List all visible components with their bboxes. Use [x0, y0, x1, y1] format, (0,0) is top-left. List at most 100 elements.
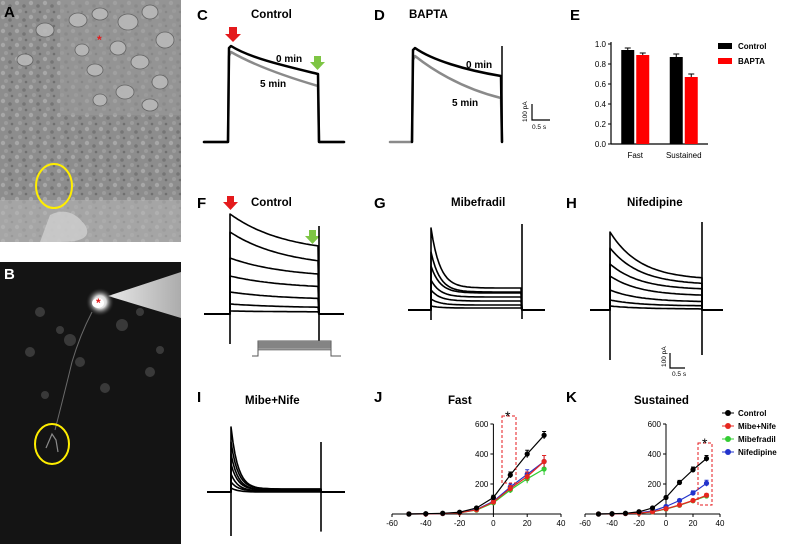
current-trace: [204, 257, 344, 315]
panel-f-control-family: F Control: [197, 195, 344, 357]
x-tick-label: -20: [454, 519, 466, 528]
panel-h-title: Nifedipine: [627, 197, 683, 209]
y-tick-label: 200: [648, 480, 662, 489]
current-trace: [590, 275, 723, 311]
trace-5min-bapta: [388, 54, 504, 144]
panel-label-i: I: [197, 389, 201, 406]
significance-star-k: *: [702, 435, 708, 451]
data-point: [595, 511, 602, 517]
voltage-protocol: [252, 340, 341, 357]
legend-swatch-control: [718, 43, 732, 49]
current-trace: [204, 213, 344, 315]
panel-g-mibefradil-family: G Mibefradil: [374, 195, 545, 320]
current-trace: [207, 481, 345, 493]
x-tick-label: 40: [716, 519, 725, 528]
panel-h-nifedipine-family: H Nifedipine 100 pA 0.5 s: [566, 195, 723, 378]
y-tick-label: 400: [475, 450, 489, 459]
data-point: [541, 466, 547, 472]
panel-label-b: B: [4, 266, 15, 283]
data-point: [490, 499, 496, 505]
chart-j-plot: -60 -40 -20 0 20 40 200 400 600: [386, 420, 566, 528]
data-point: [473, 505, 480, 511]
data-point: [663, 494, 669, 501]
current-trace: [590, 289, 723, 311]
data-point: [609, 511, 615, 517]
data-point: [636, 509, 642, 515]
panel-a-dic-image: * A: [0, 0, 181, 242]
current-trace: [590, 299, 723, 311]
label-0min-bapta: 0 min: [466, 60, 492, 71]
x-tick-label: -40: [606, 519, 618, 528]
trace-0min: [202, 44, 346, 144]
y-tick-label: 0.2: [595, 120, 607, 129]
data-point: [622, 510, 629, 516]
data-point: [423, 511, 429, 517]
x-tick-label: -40: [420, 519, 432, 528]
panel-g-title: Mibefradil: [451, 197, 505, 209]
panel-j-title: Fast: [448, 395, 472, 407]
current-trace: [408, 298, 545, 311]
y-tick-label: 600: [475, 420, 489, 429]
data-point: [690, 497, 696, 504]
y-tick-label: 0.6: [595, 80, 607, 89]
yellow-circle-marker: [35, 163, 73, 209]
x-tick-label: 20: [523, 519, 532, 528]
y-tick-label: 1.0: [595, 40, 607, 49]
legend-label-control: Control: [738, 42, 766, 51]
panel-label-c: C: [197, 7, 208, 24]
current-trace: [204, 291, 344, 315]
scale-bar-1-y: 100 pA: [522, 101, 529, 122]
chart-k-legend: Control Mibe+Nife Mibefradil Nifedipine: [722, 409, 777, 457]
current-trace: [408, 265, 545, 311]
yellow-circle-marker-b: [34, 423, 70, 465]
legend-label-nifedipine: Nifedipine: [738, 448, 777, 457]
y-tick-label: 0.0: [595, 140, 607, 149]
red-arrow-icon: [225, 27, 241, 42]
panel-k-title: Sustained: [634, 395, 689, 407]
data-point: [703, 480, 710, 486]
current-trace: [207, 453, 345, 493]
x-tick-label: -60: [386, 519, 398, 528]
x-tick-label: 0: [491, 519, 496, 528]
current-trace: [590, 247, 723, 311]
panel-i-title: Mibe+Nife: [245, 395, 300, 407]
green-arrow-icon: [310, 56, 325, 70]
panel-label-j: J: [374, 389, 382, 406]
current-trace: [408, 251, 545, 311]
data-point: [690, 490, 696, 496]
label-5min: 5 min: [260, 79, 286, 90]
data-point: [676, 502, 683, 508]
scale-bar-2: [669, 353, 685, 369]
bar-control-fast: [621, 50, 635, 144]
x-tick-label: -20: [633, 519, 645, 528]
legend-marker-control: [725, 410, 731, 416]
current-trace: [408, 289, 545, 311]
scale-bar-1: [531, 104, 550, 121]
scale-bar-1-x: 0.5 s: [532, 124, 547, 131]
panel-label-d: D: [374, 7, 385, 24]
y-tick-label: 600: [648, 420, 662, 429]
trace-family-f: [204, 213, 344, 344]
x-tick-label: 20: [689, 519, 698, 528]
data-point: [703, 455, 710, 462]
legend-marker-nifedipine: [725, 449, 731, 455]
data-point: [690, 467, 696, 473]
panel-c-title: Control: [251, 9, 292, 21]
bar-control-sustained: [669, 57, 683, 144]
data-point: [507, 485, 513, 492]
current-trace: [408, 227, 545, 311]
current-trace: [207, 441, 345, 493]
current-trace: [408, 305, 545, 311]
chart-e-plot: 0.0 0.2 0.4 0.6 0.8 1.0 Fast Sustained: [595, 40, 708, 160]
highlight-box-k: [697, 442, 713, 506]
red-arrow-icon-f: [223, 196, 238, 210]
trace-family-h: [590, 222, 723, 360]
data-point: [541, 458, 547, 465]
data-point: [541, 432, 547, 438]
highlight-box-j: [501, 415, 517, 484]
current-trace: [590, 231, 723, 311]
legend-swatch-bapta: [718, 58, 732, 64]
panel-j-fast-iv: J Fast -60 -40 -20 0 20 40 200 400 600 *: [374, 389, 566, 528]
scale-bar-2-y: 100 pA: [661, 346, 668, 367]
